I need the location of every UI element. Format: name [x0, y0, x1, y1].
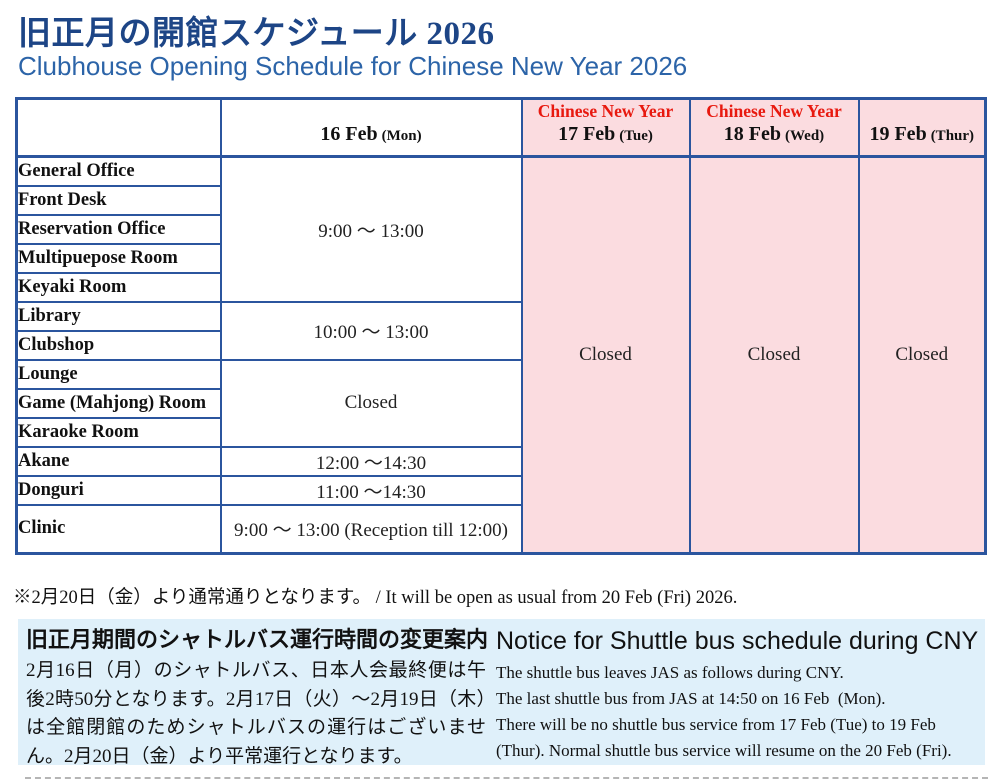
- closed-cell: Closed: [688, 155, 860, 555]
- header-16feb: 16 Feb (Mon): [219, 97, 523, 158]
- room-name-cell: Akane: [15, 445, 222, 477]
- header-18feb: Chinese New Year 18 Feb (Wed): [688, 97, 860, 158]
- shuttle-notice-en-line: (Thur). Normal shuttle bus service will …: [496, 741, 952, 760]
- shuttle-notice-en: Notice for Shuttle bus schedule during C…: [486, 626, 979, 765]
- shuttle-notice-en-line: The shuttle bus leaves JAS as follows du…: [496, 663, 844, 682]
- room-name-cell: Library: [15, 300, 222, 332]
- schedule-table: 16 Feb (Mon) Chinese New Year 17 Feb (Tu…: [15, 97, 987, 555]
- page-title-en: Clubhouse Opening Schedule for Chinese N…: [18, 51, 688, 81]
- table-row: Clubshop: [15, 329, 986, 361]
- closed-cell: Closed: [857, 155, 987, 555]
- cny-label: Chinese New Year: [537, 101, 674, 121]
- table-row: General Office 9:00 ～ 13:00 Closed Closed Cl…: [15, 155, 987, 555]
- usual-open-note: ※2月20日（金）より通常通りとなります。 / It will be open …: [13, 588, 738, 608]
- hours-16feb-cell: 9:00 ～ 13:00 (Reception till 12:00): [219, 503, 523, 555]
- header-row: 16 Feb (Mon) Chinese New Year 17 Feb (Tu…: [15, 97, 987, 158]
- room-name-cell: General Office: [15, 155, 222, 187]
- header-blank-cell: [15, 97, 222, 158]
- room-name-cell: Reservation Office: [15, 213, 222, 245]
- shuttle-notice-ja-body: 2月16日（月）のシャトルバス、日本人会最終便は午後2時50分となります。2月1…: [26, 660, 486, 767]
- room-name-cell: Front Desk: [15, 184, 222, 216]
- hours-16feb-cell: 9:00 ～ 13:00: [219, 155, 523, 303]
- date-label: 16 Feb (Mon): [320, 123, 422, 145]
- shuttle-notice-ja-title: 旧正月期間のシャトルバス運行時間の変更案内: [26, 627, 489, 652]
- date-label: 18 Feb (Wed): [723, 123, 825, 145]
- date-label: 17 Feb (Tue): [558, 123, 653, 145]
- shuttle-notice-box: 旧正月期間のシャトルバス運行時間の変更案内 2月16日（月）のシャトルバス、日本…: [18, 619, 985, 767]
- table-row: Multipuepose Room: [15, 242, 986, 274]
- table-row: Donguri 11:00 ～14:30: [15, 474, 986, 506]
- page-title-ja: 旧正月の開館スケジュール 2026: [18, 16, 495, 52]
- table-row: Clinic 9:00 ～ 13:00 (Reception till 12:00…: [15, 503, 986, 555]
- room-name-cell: Multipuepose Room: [15, 242, 222, 274]
- table-row: Akane 12:00 ～14:30: [15, 445, 986, 477]
- date-label: 19 Feb (Thur): [869, 123, 975, 145]
- room-name-cell: Karaoke Room: [15, 416, 222, 448]
- shuttle-notice-en-body: The shuttle bus leaves JAS as follows du…: [496, 660, 979, 764]
- shuttle-notice-en-line: There will be no shuttle bus service fro…: [496, 715, 936, 734]
- cny-label: Chinese New Year: [706, 101, 842, 121]
- table-row: Game (Mahjong) Room: [15, 387, 986, 419]
- hours-16feb-cell: 12:00 ～14:30: [219, 445, 523, 477]
- table-row: Reservation Office: [15, 213, 986, 245]
- table-row: Karaoke Room: [15, 416, 986, 448]
- closed-cell: Closed: [520, 155, 691, 555]
- room-name-cell: Donguri: [15, 474, 222, 506]
- shuttle-notice-ja: 旧正月期間のシャトルバス運行時間の変更案内 2月16日（月）のシャトルバス、日本…: [26, 626, 489, 767]
- table-row: Keyaki Room: [15, 271, 986, 303]
- table-row: Library 10:00 ～ 13:00: [15, 300, 986, 361]
- room-name-cell: Lounge: [15, 358, 222, 390]
- room-name-cell: Clinic: [15, 503, 222, 555]
- bottom-dashed-divider: [25, 777, 988, 779]
- header-19feb: 19 Feb (Thur): [857, 97, 987, 158]
- hours-16feb-cell: Closed: [219, 358, 523, 448]
- room-name-cell: Game (Mahjong) Room: [15, 387, 222, 419]
- hours-16feb-cell: 10:00 ～ 13:00: [219, 300, 523, 361]
- table-row: Lounge Closed: [15, 358, 986, 448]
- shuttle-notice-en-title: Notice for Shuttle bus schedule during C…: [496, 627, 979, 655]
- room-name-cell: Clubshop: [15, 329, 222, 361]
- table-row: Front Desk: [15, 184, 986, 216]
- header-17feb: Chinese New Year 17 Feb (Tue): [520, 97, 691, 158]
- shuttle-notice-en-line: The last shuttle bus from JAS at 14:50 o…: [496, 689, 886, 708]
- hours-16feb-cell: 11:00 ～14:30: [219, 474, 523, 506]
- room-name-cell: Keyaki Room: [15, 271, 222, 303]
